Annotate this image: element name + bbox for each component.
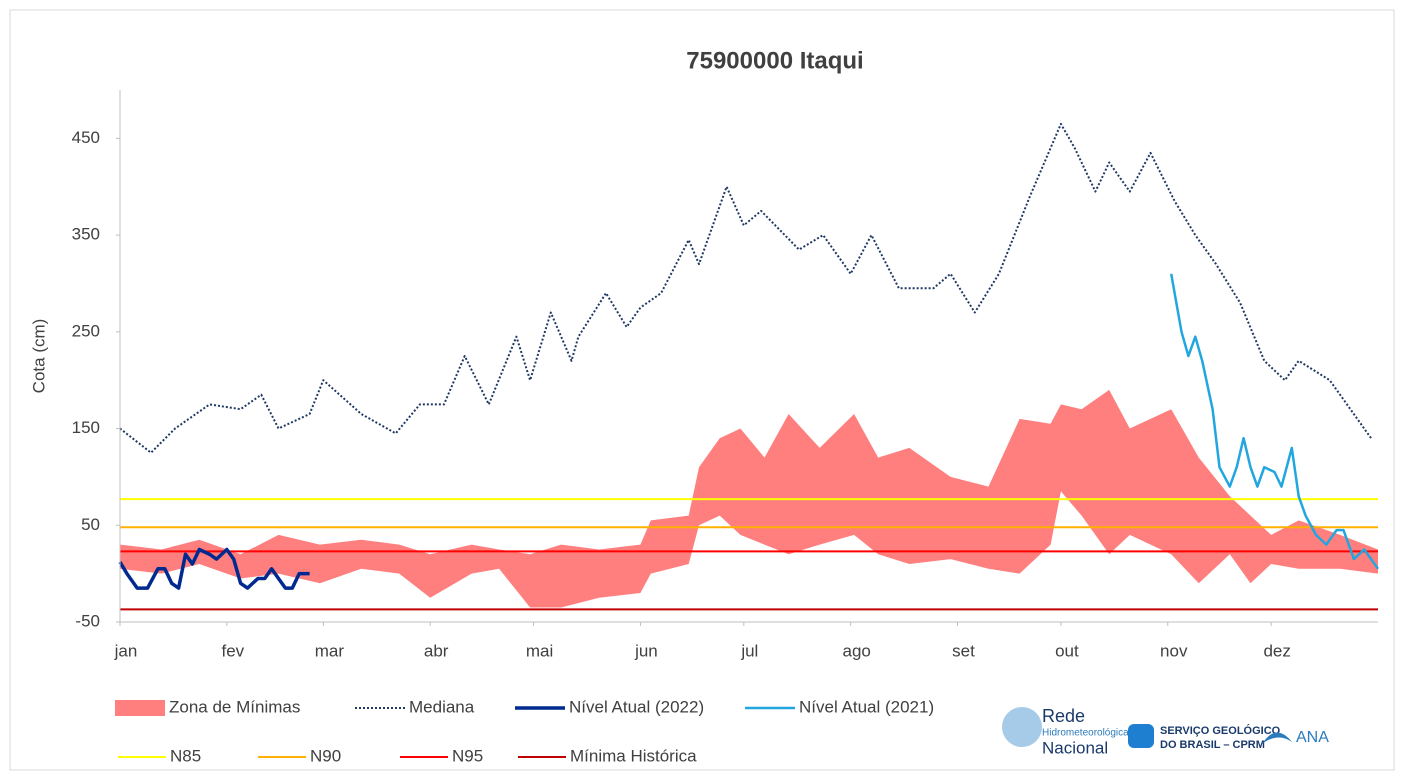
legend-label: N95 (452, 746, 483, 765)
x-tick-label: jun (634, 641, 658, 660)
logo-text: SERVIÇO GEOLÓGICO (1160, 724, 1281, 737)
legend-label: Nível Atual (2022) (569, 697, 704, 716)
x-tick-label: nov (1160, 641, 1188, 660)
logo-text: DO BRASIL – CPRM (1160, 739, 1265, 751)
x-tick-label: set (952, 641, 975, 660)
logo-icon (1002, 707, 1042, 747)
logo-icon (1128, 724, 1154, 748)
x-tick-label: abr (424, 641, 449, 660)
logo-icon (1262, 732, 1292, 744)
legend-label: Zona de Mínimas (169, 697, 300, 716)
y-tick-label: 350 (72, 225, 100, 244)
legend-label: Mediana (409, 697, 475, 716)
y-tick-label: 250 (72, 321, 100, 340)
chart-title: 75900000 Itaqui (686, 47, 863, 74)
logo-text: Rede (1042, 706, 1085, 726)
x-tick-label: jan (114, 641, 138, 660)
logo-text: ANA (1296, 729, 1329, 746)
legend-label: N90 (310, 746, 341, 765)
y-tick-label: -50 (75, 611, 100, 630)
x-tick-label: out (1055, 641, 1079, 660)
frame (9, 9, 1395, 771)
logos: Rede Hidrometeorológica Nacional SERVIÇO… (1002, 706, 1329, 757)
x-tick-label: fev (222, 641, 245, 660)
legend-label: N85 (170, 746, 201, 765)
legend-swatch (115, 700, 165, 716)
y-axis-label: Cota (cm) (29, 319, 48, 394)
line (1169, 273, 1380, 570)
x-tick-label: dez (1263, 641, 1290, 660)
x-tick-label: mai (526, 641, 553, 660)
legend-label: Nível Atual (2021) (799, 697, 934, 716)
logo-text: Nacional (1042, 738, 1108, 757)
logo-text: Hidrometeorológica (1042, 728, 1129, 739)
legend-label: Mínima Histórica (570, 746, 697, 765)
x-tick-label: ago (842, 641, 870, 660)
x-tick-label: mar (315, 641, 345, 660)
y-tick-label: 50 (81, 515, 100, 534)
x-tick-label: jul (740, 641, 758, 660)
y-tick-label: 150 (72, 418, 100, 437)
y-tick-label: 450 (72, 128, 100, 147)
line (118, 547, 310, 590)
